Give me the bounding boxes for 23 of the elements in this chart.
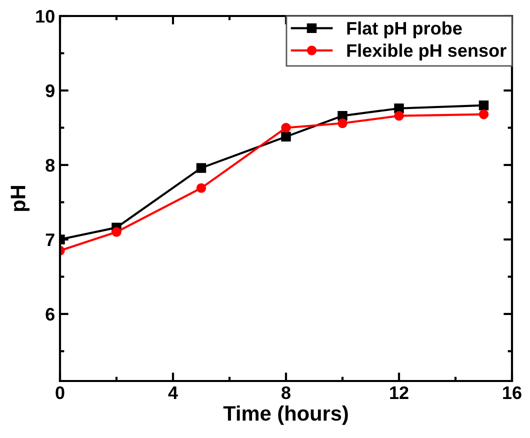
point <box>478 109 489 120</box>
y-axis-title: pH <box>10 186 30 212</box>
point <box>478 100 489 110</box>
x-axis-title: Time (hours) <box>223 405 348 425</box>
point <box>281 132 291 142</box>
y-tick-label: 9 <box>46 84 54 98</box>
y-tick-label: 10 <box>36 10 54 23</box>
y-tick-label: 6 <box>46 308 54 321</box>
x-tick-label: 12 <box>390 386 408 399</box>
legend-label: Flat pH probe <box>347 21 462 38</box>
legend-label: Flexible pH sensor <box>347 44 506 60</box>
x-tick-label: 0 <box>56 386 64 400</box>
x-tick-label: 4 <box>168 386 178 399</box>
point <box>196 163 206 173</box>
y-tick-label: 7 <box>46 234 54 246</box>
point <box>338 118 348 128</box>
point <box>394 110 404 121</box>
point <box>196 183 206 193</box>
point <box>112 227 122 237</box>
x-tick-label: 8 <box>282 386 290 400</box>
y-tick-label: 8 <box>46 158 55 172</box>
x-tick-label: 16 <box>503 386 522 400</box>
point <box>281 122 291 133</box>
